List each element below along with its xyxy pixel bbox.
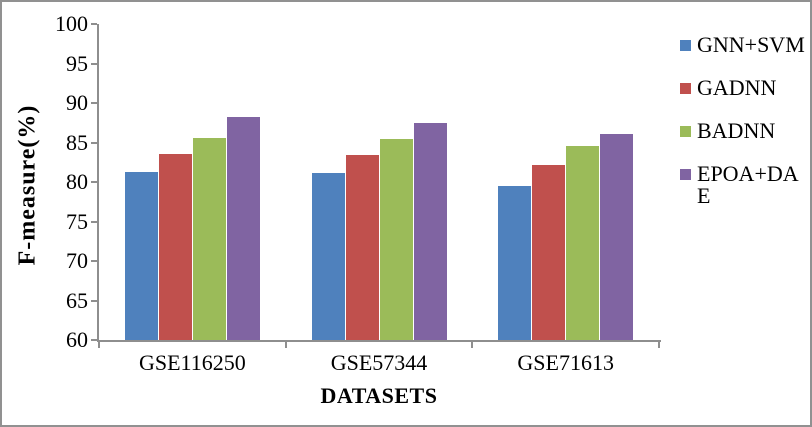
bar-group (472, 24, 659, 340)
y-axis-tick (91, 141, 97, 144)
x-axis-line (97, 340, 661, 342)
bar (311, 172, 345, 340)
bar (226, 117, 260, 340)
y-tick-label: 65 (66, 287, 88, 313)
y-tick-label: 90 (66, 90, 88, 115)
legend-item: GADNN (680, 77, 808, 99)
legend-label: GADNN (697, 75, 777, 100)
bar (566, 145, 600, 340)
legend-item: BADNN (680, 120, 808, 142)
x-axis-tick (284, 342, 287, 348)
y-tick-label: 95 (66, 50, 88, 76)
bar-group (99, 24, 286, 340)
y-tick-label: 80 (66, 169, 88, 194)
legend-swatch (680, 83, 691, 94)
bar (124, 171, 158, 340)
x-axis-tick (658, 342, 660, 348)
bar (498, 185, 532, 340)
legend-label: EPOA+DA E (697, 161, 799, 208)
legend-item: GNN+SVM (680, 34, 808, 56)
legend-swatch (680, 126, 691, 137)
y-tick-label: 75 (66, 208, 88, 234)
y-tick-label: 100 (55, 11, 88, 36)
bar (532, 164, 566, 340)
y-axis-line (97, 24, 99, 342)
category-label: GSE116250 (138, 350, 246, 375)
bar (158, 153, 192, 340)
bar (413, 122, 447, 340)
y-axis-tick (91, 260, 97, 262)
y-axis-tick (91, 339, 97, 341)
y-tick-label: 85 (66, 129, 88, 155)
y-tick-label: 60 (66, 327, 88, 352)
y-axis-tick (91, 62, 97, 65)
legend: GNN+SVM GADNN BADNN EPOA+DA E (680, 34, 808, 207)
y-tick-label: 70 (66, 248, 88, 273)
bar (345, 155, 379, 340)
legend-label: GNN+SVM (697, 32, 805, 57)
legend-label: BADNN (697, 118, 776, 143)
x-category-labels: GSE116250 GSE57344 GSE71613 (99, 352, 659, 374)
plot-area (99, 24, 659, 340)
bar-group (286, 24, 473, 340)
x-axis-title: DATASETS (320, 383, 438, 408)
y-axis-tick (91, 102, 97, 104)
y-axis-tick (91, 181, 97, 183)
category-label: GSE71613 (517, 350, 614, 375)
y-axis-title: F-measure(%) (14, 104, 41, 266)
bar (600, 133, 634, 340)
x-axis-tick (98, 342, 100, 348)
y-axis-tick (91, 23, 97, 25)
x-axis-tick (471, 342, 474, 348)
bar (192, 137, 226, 340)
legend-swatch (680, 40, 691, 51)
legend-swatch (680, 169, 691, 180)
legend-item: EPOA+DA E (680, 163, 808, 207)
y-axis-tick (91, 220, 97, 223)
y-axis-tick (91, 299, 97, 302)
bar (379, 138, 413, 340)
category-label: GSE57344 (330, 350, 428, 375)
